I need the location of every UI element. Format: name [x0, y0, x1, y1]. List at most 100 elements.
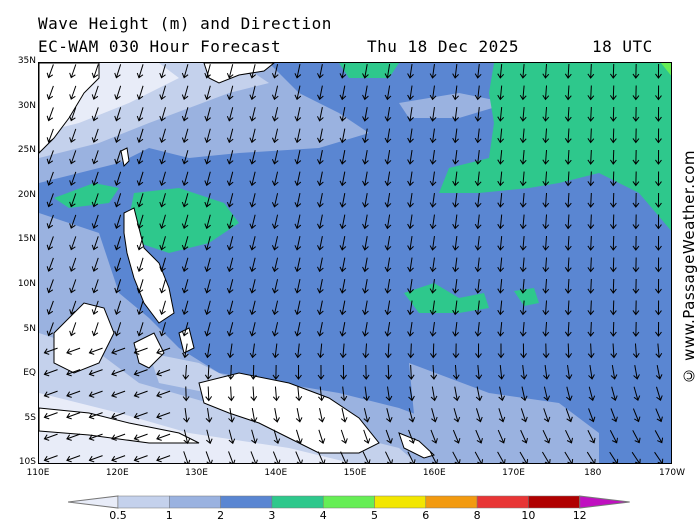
direction-arrow	[407, 236, 414, 251]
direction-arrow	[542, 278, 550, 294]
direction-arrow	[182, 364, 190, 380]
direction-arrow	[69, 322, 77, 337]
direction-arrow	[249, 64, 257, 79]
direction-arrow	[542, 106, 550, 122]
direction-arrow	[294, 322, 302, 337]
direction-arrow	[340, 408, 348, 423]
direction-arrow	[111, 455, 126, 463]
direction-arrow	[475, 364, 483, 380]
direction-arrow	[586, 451, 596, 463]
direction-arrow	[587, 321, 595, 337]
direction-arrow	[69, 193, 77, 208]
direction-arrow	[159, 279, 166, 294]
direction-arrow	[474, 300, 482, 316]
direction-arrow	[317, 279, 324, 294]
direction-arrow	[384, 128, 392, 144]
direction-arrow	[587, 106, 595, 122]
direction-arrow	[655, 192, 662, 208]
direction-arrow	[46, 300, 54, 315]
direction-arrow	[204, 364, 212, 380]
wave-map	[38, 62, 672, 464]
direction-arrow	[69, 257, 77, 272]
direction-arrow	[452, 149, 459, 165]
direction-arrow	[340, 364, 347, 380]
direction-arrow	[429, 63, 437, 79]
direction-arrow	[564, 257, 572, 273]
direction-arrow	[609, 257, 617, 273]
direction-arrow	[226, 171, 234, 187]
direction-arrow	[339, 257, 347, 273]
direction-arrow	[271, 257, 279, 273]
wave-5m-region	[661, 63, 671, 76]
direction-arrow	[114, 64, 122, 79]
direction-arrow	[655, 343, 663, 359]
direction-arrow	[69, 64, 77, 79]
direction-arrow	[431, 408, 438, 423]
direction-arrow	[542, 321, 550, 337]
direction-arrow	[156, 347, 171, 355]
direction-arrow	[497, 257, 505, 273]
direction-arrow	[519, 63, 527, 79]
direction-arrow	[386, 408, 393, 423]
legend-min-triangle	[68, 495, 119, 509]
direction-arrow	[408, 408, 416, 423]
direction-arrow	[609, 235, 617, 251]
direction-arrow	[565, 408, 573, 423]
direction-arrow	[159, 322, 166, 337]
direction-arrow	[429, 300, 437, 316]
direction-arrow	[226, 279, 234, 294]
wave-4m-region-philippine-sea	[129, 188, 239, 253]
direction-arrow	[362, 214, 369, 230]
direction-arrow	[632, 171, 640, 187]
direction-arrow	[564, 85, 572, 101]
wave-map-svg	[39, 63, 671, 463]
direction-arrow	[564, 451, 574, 463]
direction-arrow	[317, 107, 324, 122]
direction-arrow	[249, 85, 257, 101]
direction-arrow	[88, 412, 103, 420]
direction-arrow	[609, 128, 617, 144]
direction-arrow	[362, 257, 369, 273]
direction-arrow	[384, 322, 392, 337]
direction-arrow	[317, 257, 324, 273]
direction-arrow	[339, 107, 347, 122]
direction-arrow	[317, 214, 324, 230]
direction-arrow	[294, 150, 302, 165]
direction-arrow	[204, 322, 211, 337]
direction-arrow	[317, 128, 324, 144]
direction-arrow	[318, 429, 326, 444]
direction-arrow	[498, 386, 506, 402]
direction-arrow	[339, 171, 347, 187]
direction-arrow	[339, 128, 347, 144]
direction-arrow	[226, 150, 234, 165]
y-axis-label: 25N	[17, 145, 36, 156]
direction-arrow	[43, 433, 58, 441]
x-axis-label: 170W	[658, 468, 686, 478]
direction-arrow	[339, 343, 347, 359]
direction-arrow	[407, 364, 415, 380]
direction-arrow	[474, 235, 482, 251]
direction-arrow	[317, 322, 324, 337]
direction-arrow	[136, 64, 144, 79]
direction-arrow	[204, 236, 211, 251]
direction-arrow	[183, 407, 190, 423]
direction-arrow	[542, 300, 550, 316]
direction-arrow	[519, 321, 527, 337]
direction-arrow	[497, 192, 505, 208]
forecast-date: Thu 18 Dec 2025	[367, 37, 519, 56]
direction-arrow	[133, 369, 148, 377]
direction-arrow	[474, 451, 484, 463]
direction-arrow	[497, 128, 505, 144]
direction-arrow	[430, 386, 438, 402]
direction-arrow	[205, 386, 213, 402]
direction-arrow	[542, 235, 550, 251]
direction-arrow	[429, 278, 437, 294]
direction-arrow	[226, 64, 234, 79]
legend-label: 2	[217, 509, 225, 522]
direction-arrow	[250, 408, 258, 423]
direction-arrow	[519, 300, 527, 316]
wave-4m-region-south-china-sea	[54, 183, 119, 208]
direction-arrow	[384, 343, 392, 359]
direction-arrow	[317, 64, 324, 79]
direction-arrow	[114, 85, 122, 100]
